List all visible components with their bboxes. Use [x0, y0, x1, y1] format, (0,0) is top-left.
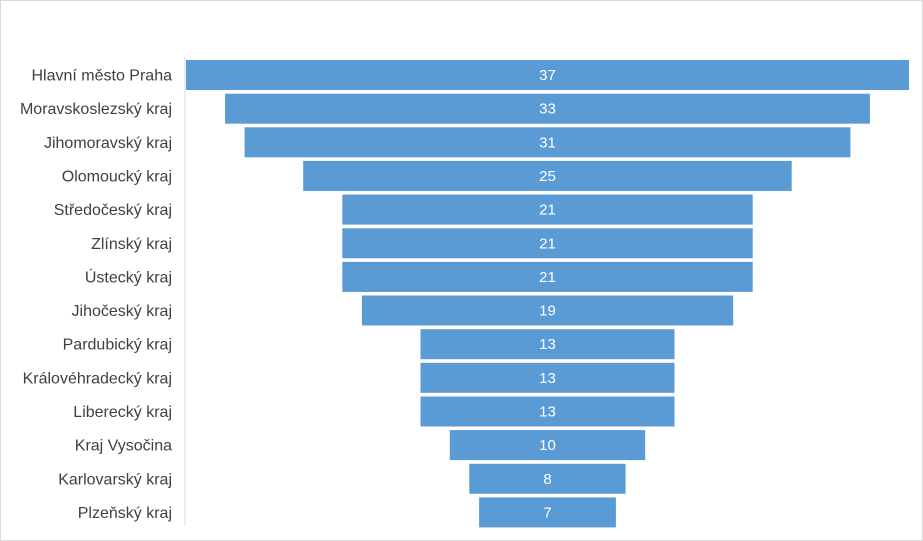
bar-11: [420, 396, 675, 427]
category-label-7: Ústecký kraj: [85, 267, 172, 286]
value-label-8: 19: [539, 303, 556, 320]
category-label-9: Pardubický kraj: [63, 337, 172, 354]
value-label-10: 13: [539, 370, 556, 387]
category-label-13: Karlovarský kraj: [58, 471, 172, 488]
value-label-11: 13: [539, 404, 556, 421]
bar-5: [342, 194, 753, 225]
category-label-11: Liberecký kraj: [73, 404, 172, 421]
category-label-8: Jihočeský kraj: [72, 303, 172, 320]
category-label-12: Kraj Vysočina: [75, 438, 172, 455]
bar-8: [361, 295, 734, 326]
bar-12: [449, 430, 646, 461]
value-label-2: 33: [539, 101, 556, 118]
value-label-12: 10: [539, 437, 556, 454]
category-label-4: Olomoucký kraj: [62, 168, 172, 185]
category-label-14: Plzeňský kraj: [78, 505, 172, 522]
bar-7: [342, 261, 753, 292]
bar-9: [420, 329, 675, 360]
bar-2: [225, 93, 870, 124]
category-label-2: Moravskoslezský kraj: [20, 101, 172, 118]
category-label-3: Jihomoravský kraj: [44, 135, 172, 152]
bar-4: [303, 160, 792, 191]
value-label-14: 7: [543, 505, 551, 522]
category-label-5: Středočeský kraj: [54, 202, 172, 219]
bar-6: [342, 228, 753, 259]
bar-3: [244, 127, 851, 158]
value-label-6: 21: [539, 235, 556, 252]
category-label-1: Hlavní město Praha: [31, 68, 172, 85]
value-labels: 37 33 31 25 21 21 21 19 13 13 13 10 8 7: [539, 67, 556, 522]
value-label-7: 21: [539, 269, 556, 286]
bars-layer: [186, 60, 909, 528]
value-label-13: 8: [543, 471, 551, 488]
value-label-9: 13: [539, 336, 556, 353]
category-labels: Hlavní město Praha Moravskoslezský kraj Ji…: [20, 68, 172, 523]
bar-1: [186, 60, 909, 90]
value-label-1: 37: [539, 67, 556, 84]
value-label-5: 21: [539, 202, 556, 219]
bar-14: [479, 497, 616, 528]
category-label-6: Zlínský kraj: [91, 236, 172, 253]
value-label-4: 25: [539, 168, 556, 185]
category-label-10: Královéhradecký kraj: [23, 370, 172, 387]
bar-10: [420, 362, 675, 393]
value-label-3: 31: [539, 134, 556, 151]
bar-13: [469, 463, 626, 494]
